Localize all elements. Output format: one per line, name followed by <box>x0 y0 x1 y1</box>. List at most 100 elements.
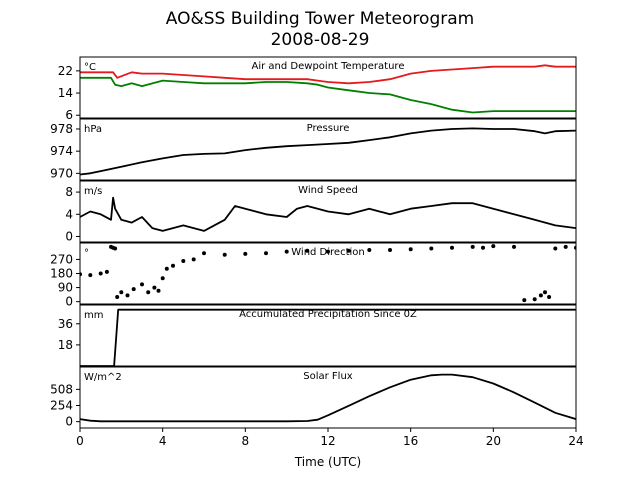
panel-wind-direction-point <box>104 269 109 274</box>
panel-wind-direction-point <box>140 282 144 287</box>
panel-solar-flux-series-line-1 <box>80 373 576 423</box>
panel-wind-direction-point <box>171 263 175 268</box>
panel-pressure-unit: hPa <box>84 124 102 135</box>
panel-wind-speed-unit: m/s <box>84 186 102 197</box>
panel-wind-direction-point <box>284 249 289 254</box>
panel-solar-flux-ytick-label: 508 <box>50 382 73 396</box>
panel-wind-speed-series-line-1 <box>80 196 576 232</box>
panel-wind-direction-point <box>156 288 161 293</box>
panel-wind-direction-point <box>160 276 165 281</box>
panel-wind-direction-ytick-label: 0 <box>65 295 73 309</box>
panel-wind-direction-point <box>481 245 485 250</box>
xtick-label: 4 <box>159 434 167 448</box>
panel-accumulated-precipitation-since-0z: 18 36 mm Accumulated Precipitation Since 0Z <box>58 304 577 367</box>
panel-accumulated-precipitation-since-0z-ytick-label: 18 <box>58 338 73 352</box>
figure-title-line1: AO&SS Building Tower Meteorogram <box>166 9 474 29</box>
panel-solar-flux-ytick-label: 254 <box>50 399 73 413</box>
xtick-label: 8 <box>242 434 250 448</box>
figure-title-line2: 2008-08-29 <box>271 30 370 50</box>
panel-pressure-ytick-label: 978 <box>50 122 73 136</box>
panel-wind-direction-ytick-label: 180 <box>50 267 73 281</box>
panel-wind-direction-point <box>543 290 547 295</box>
panel-wind-direction-point <box>88 273 93 278</box>
panel-wind-speed-frame <box>79 180 577 243</box>
panel-wind-direction-unit: ° <box>84 248 89 259</box>
panel-wind-direction-point <box>164 266 169 271</box>
panel-wind-direction-point <box>522 298 527 303</box>
panel-pressure-ytick-label: 970 <box>50 166 73 180</box>
panel-pressure-title: Pressure <box>307 123 350 134</box>
x-axis-label: Time (UTC) <box>294 455 361 469</box>
panel-air-and-dewpoint-temperature-ytick-label: 6 <box>65 108 73 122</box>
xtick-label: 16 <box>403 434 418 448</box>
panel-air-and-dewpoint-temperature: 6 14 22 °C Air and Dewpoint Temperature <box>58 56 577 122</box>
panel-pressure-ytick-label: 974 <box>50 144 73 158</box>
panel-wind-direction-point <box>146 290 151 295</box>
panel-wind-direction-point <box>563 244 568 249</box>
panel-wind-direction-point <box>125 293 130 298</box>
panel-air-and-dewpoint-temperature-ytick-label: 22 <box>58 64 73 78</box>
panel-wind-direction-point <box>547 295 552 299</box>
panel-wind-speed: 0 4 8 m/s Wind Speed <box>65 180 577 243</box>
panel-wind-speed-title: Wind Speed <box>298 185 358 196</box>
panel-wind-direction-point <box>152 285 157 290</box>
panel-wind-direction-point <box>553 246 558 251</box>
panel-wind-direction-ytick-label: 90 <box>58 281 73 295</box>
panel-air-and-dewpoint-temperature-frame <box>79 56 577 119</box>
panel-wind-direction-ytick-label: 270 <box>50 252 73 266</box>
panel-solar-flux: 0 254 508 W/m^2 Solar Flux <box>50 366 577 429</box>
panel-accumulated-precipitation-since-0z-unit: mm <box>84 310 103 321</box>
panel-accumulated-precipitation-since-0z-title: Accumulated Precipitation Since 0Z <box>239 309 417 320</box>
panel-wind-direction-point <box>450 245 454 250</box>
panel-air-and-dewpoint-temperature-title: Air and Dewpoint Temperature <box>252 61 405 72</box>
panel-solar-flux-unit: W/m^2 <box>84 372 122 383</box>
xtick-label: 20 <box>486 434 501 448</box>
panel-wind-direction-point <box>346 248 351 253</box>
panel-wind-direction-point <box>243 251 248 256</box>
panel-wind-direction-point <box>388 248 392 252</box>
xtick-label: 24 <box>568 434 583 448</box>
panel-pressure-frame <box>79 118 577 181</box>
panel-wind-direction-point <box>131 287 136 292</box>
panel-wind-direction-point <box>98 271 103 276</box>
panel-wind-direction-point <box>115 295 120 299</box>
panel-wind-direction-point <box>326 249 330 254</box>
panel-wind-direction-point <box>367 248 372 252</box>
panel-wind-speed-ytick-label: 0 <box>65 229 73 243</box>
panel-wind-direction-point <box>181 259 186 263</box>
panel-wind-direction-point <box>470 244 475 249</box>
panel-solar-flux-ytick-label: 0 <box>65 415 73 429</box>
panel-air-and-dewpoint-temperature-ytick-label: 14 <box>58 86 73 100</box>
panel-air-and-dewpoint-temperature-series-line-1 <box>80 64 576 85</box>
panel-wind-direction-point <box>305 248 310 253</box>
panel-accumulated-precipitation-since-0z-ytick-label: 36 <box>58 317 73 331</box>
panel-air-and-dewpoint-temperature-series-line-2 <box>80 76 576 114</box>
panel-accumulated-precipitation-since-0z-frame <box>79 304 577 367</box>
panel-wind-direction-title: Wind Direction <box>291 247 365 258</box>
panel-wind-direction-point <box>532 297 537 302</box>
panel-wind-direction-point <box>113 246 118 251</box>
panel-wind-direction-point <box>202 251 206 256</box>
panel-air-and-dewpoint-temperature-unit: °C <box>84 62 96 73</box>
panel-wind-direction-point <box>512 244 516 249</box>
panel-wind-speed-ytick-label: 8 <box>65 185 73 199</box>
panel-wind-direction-point <box>119 290 124 295</box>
panel-wind-direction-point <box>538 293 543 298</box>
panel-pressure-series-line-1 <box>80 127 576 176</box>
panel-wind-direction-point <box>222 252 227 257</box>
x-axis: 0 4 8 12 16 20 24 <box>76 428 584 448</box>
panel-pressure: 970 974 978 hPa Pressure <box>50 118 577 181</box>
panel-wind-speed-ytick-label: 4 <box>65 207 73 221</box>
panel-wind-direction-point <box>429 246 434 251</box>
panel-solar-flux-title: Solar Flux <box>303 371 353 382</box>
panel-wind-direction-point <box>491 244 496 249</box>
xtick-label: 12 <box>320 434 335 448</box>
xtick-label: 0 <box>76 434 84 448</box>
panel-wind-direction-point <box>191 257 196 262</box>
panel-wind-direction-point <box>408 247 413 252</box>
panel-wind-direction-point <box>264 251 268 256</box>
panel-accumulated-precipitation-since-0z-series-line-1 <box>80 308 576 366</box>
